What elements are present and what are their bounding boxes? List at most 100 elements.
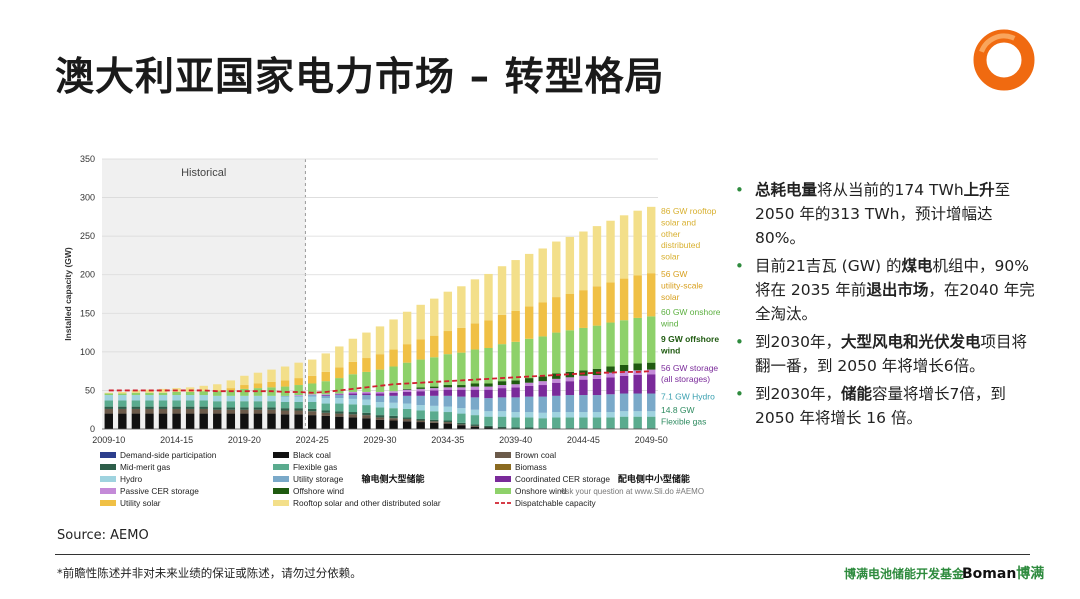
bar-segment	[416, 359, 425, 388]
bar-segment	[606, 366, 615, 373]
bar-segment	[565, 395, 575, 413]
bar-segment	[565, 381, 575, 396]
bar-segment	[253, 407, 263, 410]
bar-segment	[497, 344, 507, 382]
bar-segment	[565, 294, 575, 331]
bar-segment	[579, 395, 588, 413]
bar-segment	[416, 405, 425, 411]
bar-segment	[307, 408, 317, 412]
bar-segment	[348, 361, 358, 375]
bar-segment	[375, 419, 385, 429]
bar-segment	[104, 392, 113, 394]
bullet-dot-icon: •	[735, 333, 744, 351]
bar-segment	[118, 413, 127, 429]
bar-segment	[253, 413, 263, 429]
bar-segment	[104, 400, 113, 407]
bar-segment	[497, 388, 507, 398]
bar-segment	[280, 414, 290, 429]
series-end-label: wind	[660, 345, 680, 355]
bar-segment	[484, 427, 493, 429]
bullet-emphasis: 储能	[840, 385, 872, 403]
bullet-text: 机组中，90% 将在 2035 年前	[755, 257, 1029, 299]
bar-segment	[389, 349, 398, 367]
bar-segment	[606, 394, 615, 413]
y-tick-label: 300	[80, 193, 95, 203]
bar-segment	[402, 388, 412, 390]
bar-segment	[240, 375, 249, 386]
bar-segment	[402, 344, 412, 363]
bar-segment	[633, 275, 642, 318]
bar-segment	[647, 362, 656, 370]
bar-segment	[240, 388, 249, 396]
bar-segment	[511, 341, 520, 381]
bar-segment	[226, 407, 236, 410]
bar-segment	[389, 420, 398, 429]
bar-segment	[307, 395, 317, 397]
bar-segment	[470, 383, 480, 387]
bar-segment	[538, 418, 547, 429]
bar-segment	[294, 362, 303, 379]
bar-segment	[579, 379, 588, 396]
legend-label: Coordinated CER storage	[515, 474, 610, 484]
bar-segment	[199, 408, 208, 414]
bar-segment	[145, 400, 154, 407]
bar-segment	[647, 206, 656, 274]
legend-label: Hydro	[120, 474, 143, 484]
bar-segment	[362, 358, 371, 372]
bar-segment	[335, 393, 344, 395]
bar-segment	[552, 332, 561, 374]
bar-segment	[280, 410, 290, 415]
bar-segment	[538, 376, 547, 382]
bar-segment	[375, 393, 385, 396]
bar-segment	[416, 388, 425, 392]
bar-segment	[430, 335, 439, 358]
bar-segment	[240, 385, 249, 389]
bar-segment	[402, 389, 412, 392]
bullet-text: 到2030年，	[755, 333, 841, 351]
series-end-label: (all storages)	[661, 374, 710, 384]
bar-segment	[213, 407, 222, 410]
bar-segment	[335, 413, 344, 417]
bar-segment	[647, 411, 656, 417]
bar-segment	[294, 378, 303, 386]
bar-segment	[511, 384, 520, 388]
brand-wordmark: Boman博满	[962, 563, 1044, 583]
bar-segment	[389, 402, 398, 409]
bar-segment	[267, 369, 276, 382]
bar-segment	[633, 416, 642, 429]
series-end-label: 56 GW storage	[661, 363, 718, 373]
x-tick-label: 2034-35	[431, 435, 464, 445]
bar-segment	[579, 231, 588, 291]
bar-segment	[294, 385, 303, 396]
bar-segment	[158, 388, 168, 393]
legend-label: Rooftop solar and other distributed sola…	[293, 498, 441, 508]
bar-segment	[606, 417, 615, 429]
bar-segment	[158, 408, 168, 414]
legend-label: Biomass	[515, 462, 547, 472]
bar-segment	[470, 425, 480, 427]
bar-segment	[619, 411, 629, 417]
bar-segment	[375, 391, 385, 394]
bar-segment	[606, 372, 615, 378]
bar-segment	[457, 424, 466, 426]
bar-segment	[199, 385, 208, 392]
bar-segment	[552, 378, 561, 383]
watermark-text: Ask your question at www.Sli.do #AEMO	[560, 487, 704, 496]
bar-segment	[511, 260, 520, 311]
bar-segment	[158, 400, 168, 407]
bar-segment	[307, 375, 317, 384]
bar-segment	[402, 391, 412, 396]
y-tick-label: 0	[90, 424, 95, 434]
bar-segment	[335, 416, 344, 429]
bar-segment	[240, 395, 249, 402]
bar-segment	[484, 425, 493, 428]
bar-segment	[511, 387, 520, 398]
bar-segment	[307, 359, 317, 376]
bar-segment	[430, 421, 439, 423]
bar-segment	[240, 413, 249, 429]
bar-segment	[375, 395, 385, 402]
bullet-item: • 到2030年，大型风电和光伏发电项目将翻一番，到 2050 年将增长6倍。	[735, 330, 1035, 378]
bar-segment	[213, 409, 222, 414]
bar-segment	[307, 394, 317, 396]
bar-segment	[362, 399, 371, 406]
